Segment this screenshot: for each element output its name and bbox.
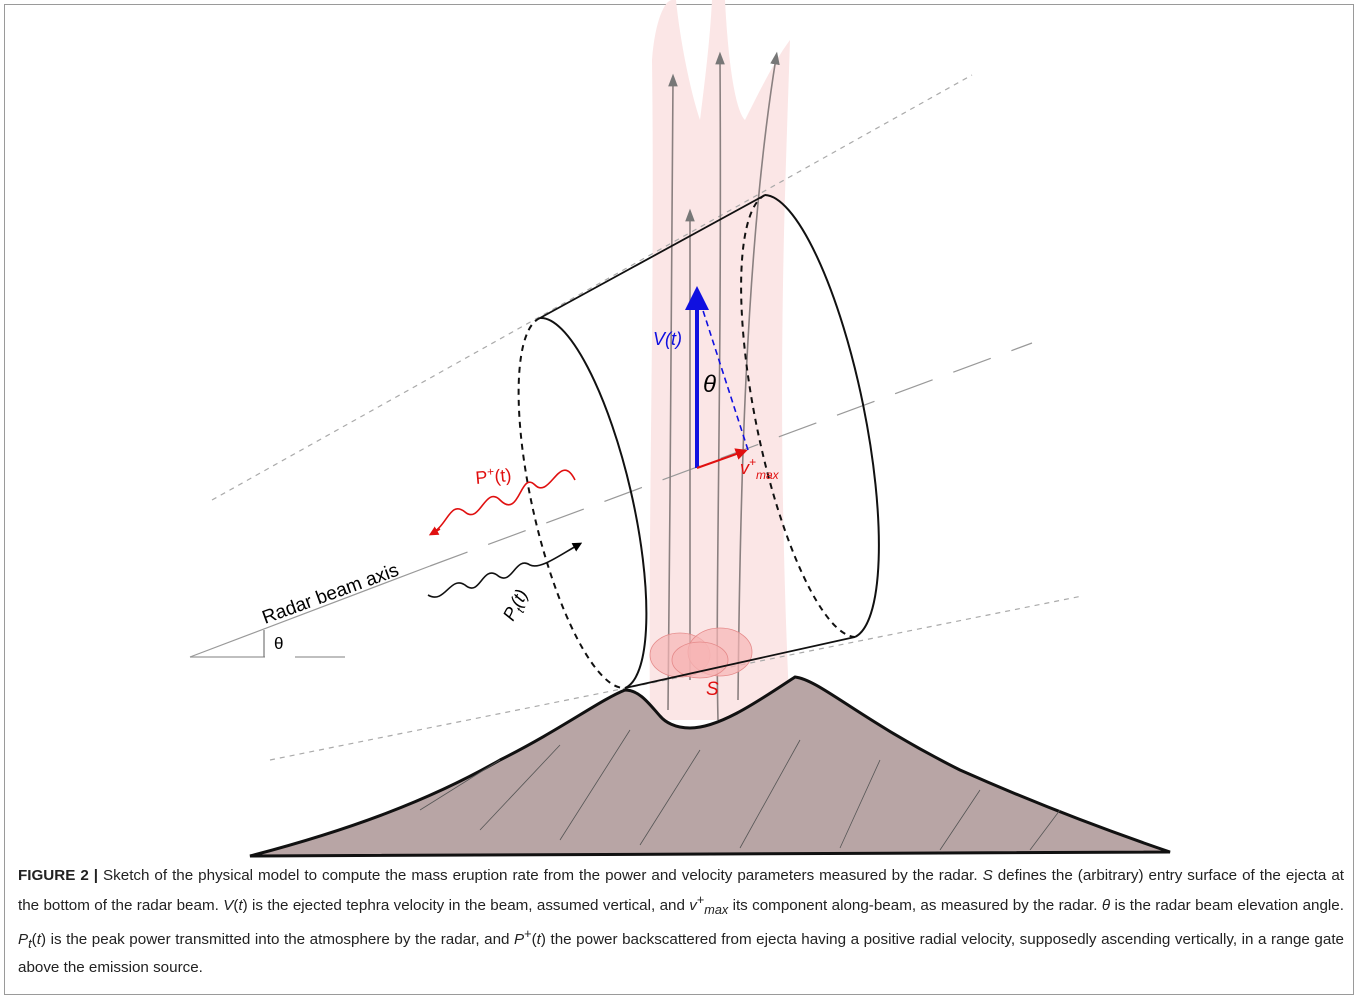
transmitted-label: Pt(t): [499, 586, 535, 626]
pt-rest: (t): [506, 586, 532, 610]
hatching: [419, 729, 1061, 851]
caption-text: Sketch of the physical model to compute …: [98, 867, 983, 884]
caption-text: t: [536, 931, 541, 949]
caption-text: v: [689, 897, 697, 915]
caption-text: θ: [1101, 897, 1111, 915]
vmax-label: v+max: [740, 455, 780, 482]
backscatter-wave: [431, 469, 576, 534]
p-rest: (t): [494, 465, 513, 486]
p-sup: +: [486, 464, 494, 479]
caption-text: ) the power backscattered from ejecta ha…: [18, 931, 1344, 977]
volcano: [249, 675, 1171, 858]
caption-text: +: [696, 893, 705, 907]
figure-frame: [4, 4, 1354, 995]
entry-surface: [649, 627, 753, 679]
backscatter-arrow: [428, 526, 441, 536]
velocity-label: V(t): [653, 329, 682, 349]
caption-text: ) is the ejected tephra velocity in the …: [242, 897, 690, 915]
caption-text: P: [514, 931, 525, 949]
beam-axis: [429, 342, 1033, 567]
surface-label: S: [706, 679, 719, 700]
projection: [696, 291, 749, 451]
vmax-arrow: [696, 448, 748, 469]
caption-text: its component along-beam, as measured by…: [728, 897, 1102, 915]
vmax-sub: max: [756, 468, 780, 482]
angle-label: θ: [703, 371, 716, 398]
caption-text: S: [982, 867, 993, 884]
backscatter-label: P+(t): [474, 463, 512, 488]
beam-axis-solid: [189, 565, 431, 658]
beam-cylinder: [517, 194, 880, 690]
elevation-angle-label: θ: [274, 634, 283, 653]
caption-text: t: [36, 931, 41, 949]
caption-text: ) is the peak power transmitted into the…: [40, 931, 515, 949]
caption-text: P: [18, 931, 29, 949]
caption-label: FIGURE 2 |: [18, 867, 99, 884]
caption-text: (: [531, 931, 537, 949]
caption: FIGURE 2 | Sketch of the physical model …: [18, 864, 1344, 980]
vmax-main: v: [740, 458, 750, 478]
pt-sub: t: [513, 605, 527, 615]
beam-axis-label: Radar beam axis: [260, 560, 402, 629]
beam-edge: [211, 74, 973, 501]
caption-text: (: [31, 931, 37, 949]
caption-text: V: [223, 897, 234, 915]
caption-text: defines the (arbitrary) entry surface of…: [18, 867, 1344, 915]
caption-text: t: [28, 937, 32, 952]
p-main: P: [475, 467, 489, 488]
caption-text: t: [238, 897, 243, 915]
transmitted-wave: [427, 542, 583, 598]
caption-text: max: [704, 903, 729, 918]
caption-text: (: [233, 897, 239, 915]
vmax-sup: +: [749, 455, 756, 469]
diagram: Radar beam axis θ θ V(t) v+max P+(t) Pt(…: [189, 0, 1171, 858]
beam-edge: [269, 595, 1083, 761]
caption-text: is the radar beam elevation angle.: [1110, 897, 1344, 915]
caption-text: +: [524, 927, 532, 942]
